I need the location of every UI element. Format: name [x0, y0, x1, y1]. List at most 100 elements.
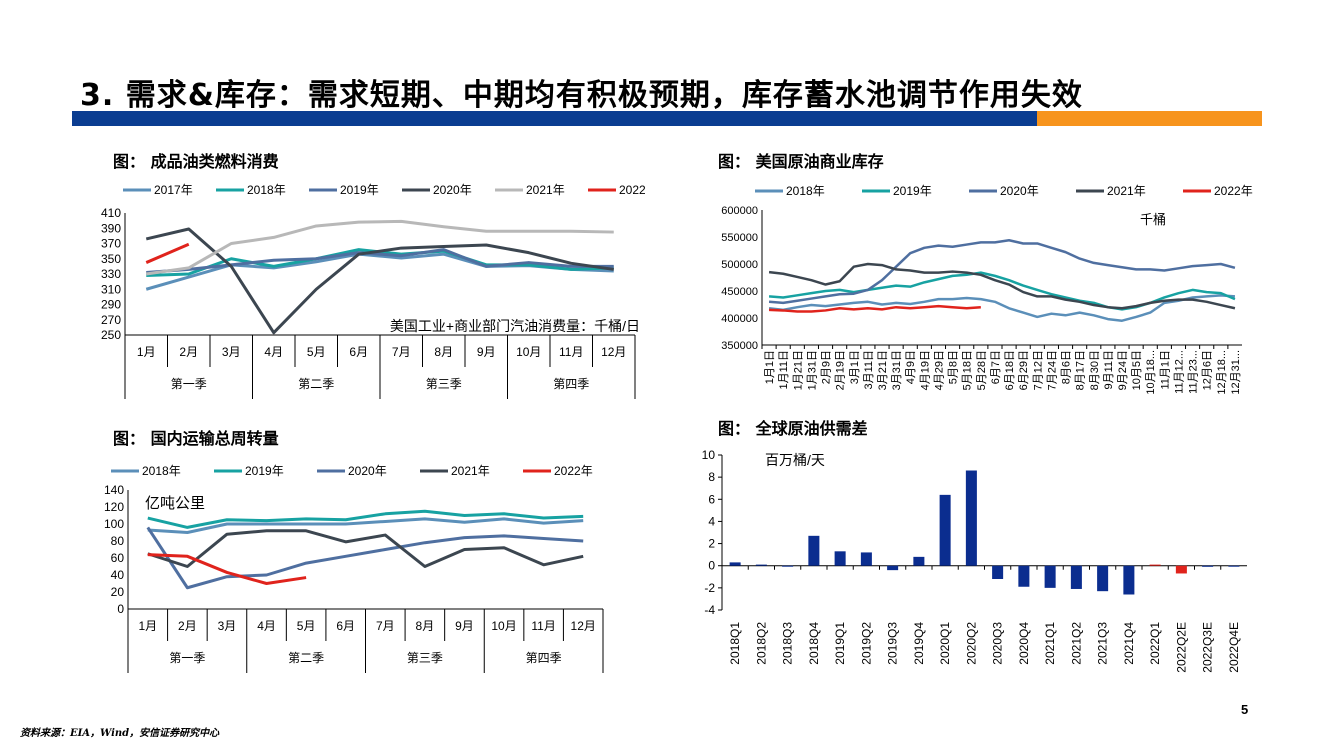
x-tick-label: 11月 [559, 345, 583, 359]
x-tick-label: 2月19日 [835, 350, 847, 390]
x-tick-label: 9月 [477, 345, 496, 359]
x-tick-label: 2021Q4 [1122, 622, 1136, 665]
x-tick-label: 8月 [434, 345, 453, 359]
supply-demand-balance-chart: 百万桶/天 -4 -2 0 2 4 6 8 10 2018Q1 2018Q2 2018Q3 2018Q4… [702, 448, 1247, 673]
y-tick-label: 0 [117, 602, 124, 616]
series-line-2022年 [145, 242, 190, 264]
y-tick-label: 400000 [721, 313, 758, 325]
x-tick-label: 2021Q1 [1043, 622, 1057, 665]
legend-label-2020年: 2020年 [433, 183, 472, 197]
fuel-chart-annotation: 美国工业+商业部门汽油消费量：千桶/日 [390, 318, 640, 334]
legend-label-2022年: 2022年 [1214, 184, 1253, 198]
balance-chart-caption: 图： 全球原油供需差 [718, 419, 868, 438]
series-line-2020年 [768, 238, 1236, 305]
x-tick-label: 2022Q4E [1227, 622, 1241, 673]
bar-2021Q2 [1070, 565, 1082, 589]
bar-2020Q1 [939, 494, 951, 566]
x-tick-label: 4月19日 [919, 350, 931, 390]
x-tick-label: 7月 [392, 345, 411, 359]
x-group-label: 第二季 [298, 377, 334, 391]
x-tick-label: 9月11日 [1103, 350, 1115, 390]
y-tick-label: 40 [111, 568, 125, 582]
header-band-orange [1037, 111, 1262, 126]
y-tick-label: 20 [111, 585, 125, 599]
x-group-label: 第四季 [553, 377, 589, 391]
series-line-2019年 [146, 248, 614, 274]
bar-2018Q3 [782, 565, 794, 567]
legend-label-2017年: 2017年 [154, 183, 193, 197]
y-tick-label: 500000 [721, 259, 758, 271]
x-tick-label: 7月12日 [1032, 350, 1044, 390]
y-tick-label: 290 [101, 298, 121, 312]
series-line-2019年 [147, 509, 584, 529]
x-tick-label: 2019Q1 [833, 622, 847, 665]
x-tick-label: 2020Q2 [964, 622, 978, 665]
y-tick-label: 370 [101, 237, 121, 251]
bar-2019Q2 [860, 552, 872, 566]
x-tick-label: 11月 [531, 619, 555, 633]
x-tick-label: 7月24日 [1046, 350, 1058, 390]
series-line-2019年 [768, 271, 1236, 311]
transport-chart-caption: 图： 国内运输总周转量 [113, 429, 279, 448]
balance-unit-label: 百万桶/天 [765, 452, 825, 468]
legend-label-2019年: 2019年 [245, 464, 284, 478]
legend-label-2020年: 2020年 [1000, 184, 1039, 198]
bar-2021Q4 [1123, 565, 1135, 595]
legend-label-2022年: 2022年 [619, 183, 645, 197]
x-tick-label: 3月31日 [891, 350, 903, 390]
bar-2021Q3 [1097, 565, 1109, 592]
y-tick-label: 10 [702, 448, 716, 462]
x-tick-label: 3月21日 [877, 350, 889, 390]
y-tick-label: 270 [101, 313, 121, 327]
legend-label-2021年: 2021年 [451, 464, 490, 478]
x-tick-label: 5月 [307, 345, 326, 359]
y-tick-label: 140 [104, 483, 124, 497]
x-tick-label: 12月6日 [1202, 350, 1214, 390]
x-tick-label: 2021Q3 [1096, 622, 1110, 665]
y-tick-label: -4 [704, 603, 715, 617]
series-line-2021年 [146, 219, 614, 276]
transport-unit-label: 亿吨公里 [145, 495, 205, 512]
bar-2020Q2 [965, 470, 977, 566]
x-tick-label: 2018Q4 [807, 622, 821, 665]
legend-label-2021年: 2021年 [526, 183, 565, 197]
x-tick-label: 2020Q4 [1017, 622, 1031, 665]
legend-label-2020年: 2020年 [348, 464, 387, 478]
legend-label-2019年: 2019年 [340, 183, 379, 197]
bar-2020Q3 [992, 565, 1004, 579]
y-tick-label: -2 [704, 581, 715, 595]
x-tick-label: 2018Q2 [754, 622, 768, 665]
y-tick-label: 250 [101, 328, 121, 342]
x-tick-label: 5月28日 [976, 350, 988, 390]
x-tick-label: 8月30日 [1089, 350, 1101, 390]
bar-2022Q1 [1149, 564, 1161, 566]
x-tick-label: 12月31... [1230, 350, 1242, 395]
transport-turnover-chart: 2018年 2019年 2020年 2021年 2022年 0 20 40 60 80 100 120… [104, 464, 604, 673]
y-tick-label: 0 [708, 559, 715, 573]
x-tick-label: 2018Q1 [728, 622, 742, 665]
y-tick-label: 450000 [721, 286, 758, 298]
x-tick-label: 2019Q3 [886, 622, 900, 665]
x-tick-label: 6月18日 [1004, 350, 1016, 390]
y-tick-label: 60 [111, 551, 125, 565]
x-tick-label: 11月23... [1188, 350, 1200, 394]
fuel-chart-caption: 图： 成品油类燃料消费 [113, 152, 279, 171]
x-tick-label: 2022Q1 [1148, 622, 1162, 665]
y-tick-label: 4 [708, 514, 715, 528]
x-tick-label: 6月29日 [1018, 350, 1030, 390]
series-line-2020年 [145, 227, 614, 335]
legend-label-2018年: 2018年 [142, 464, 181, 478]
series-line-2022年 [769, 304, 981, 313]
inventory-chart-caption: 图： 美国原油商业库存 [718, 152, 884, 171]
x-tick-label: 1月 [138, 619, 157, 633]
source-footnote: 资料来源：EIA，Wind，安信证券研究中心 [20, 728, 220, 739]
bar-2018Q2 [755, 564, 767, 566]
bar-2018Q4 [808, 535, 820, 566]
y-tick-label: 410 [101, 206, 121, 220]
series-line-2021年 [147, 529, 584, 568]
inventory-unit-label: 千桶 [1140, 212, 1166, 227]
x-tick-label: 2020Q3 [991, 622, 1005, 665]
x-tick-label: 12月 [601, 345, 626, 359]
x-tick-label: 4月 [264, 345, 283, 359]
